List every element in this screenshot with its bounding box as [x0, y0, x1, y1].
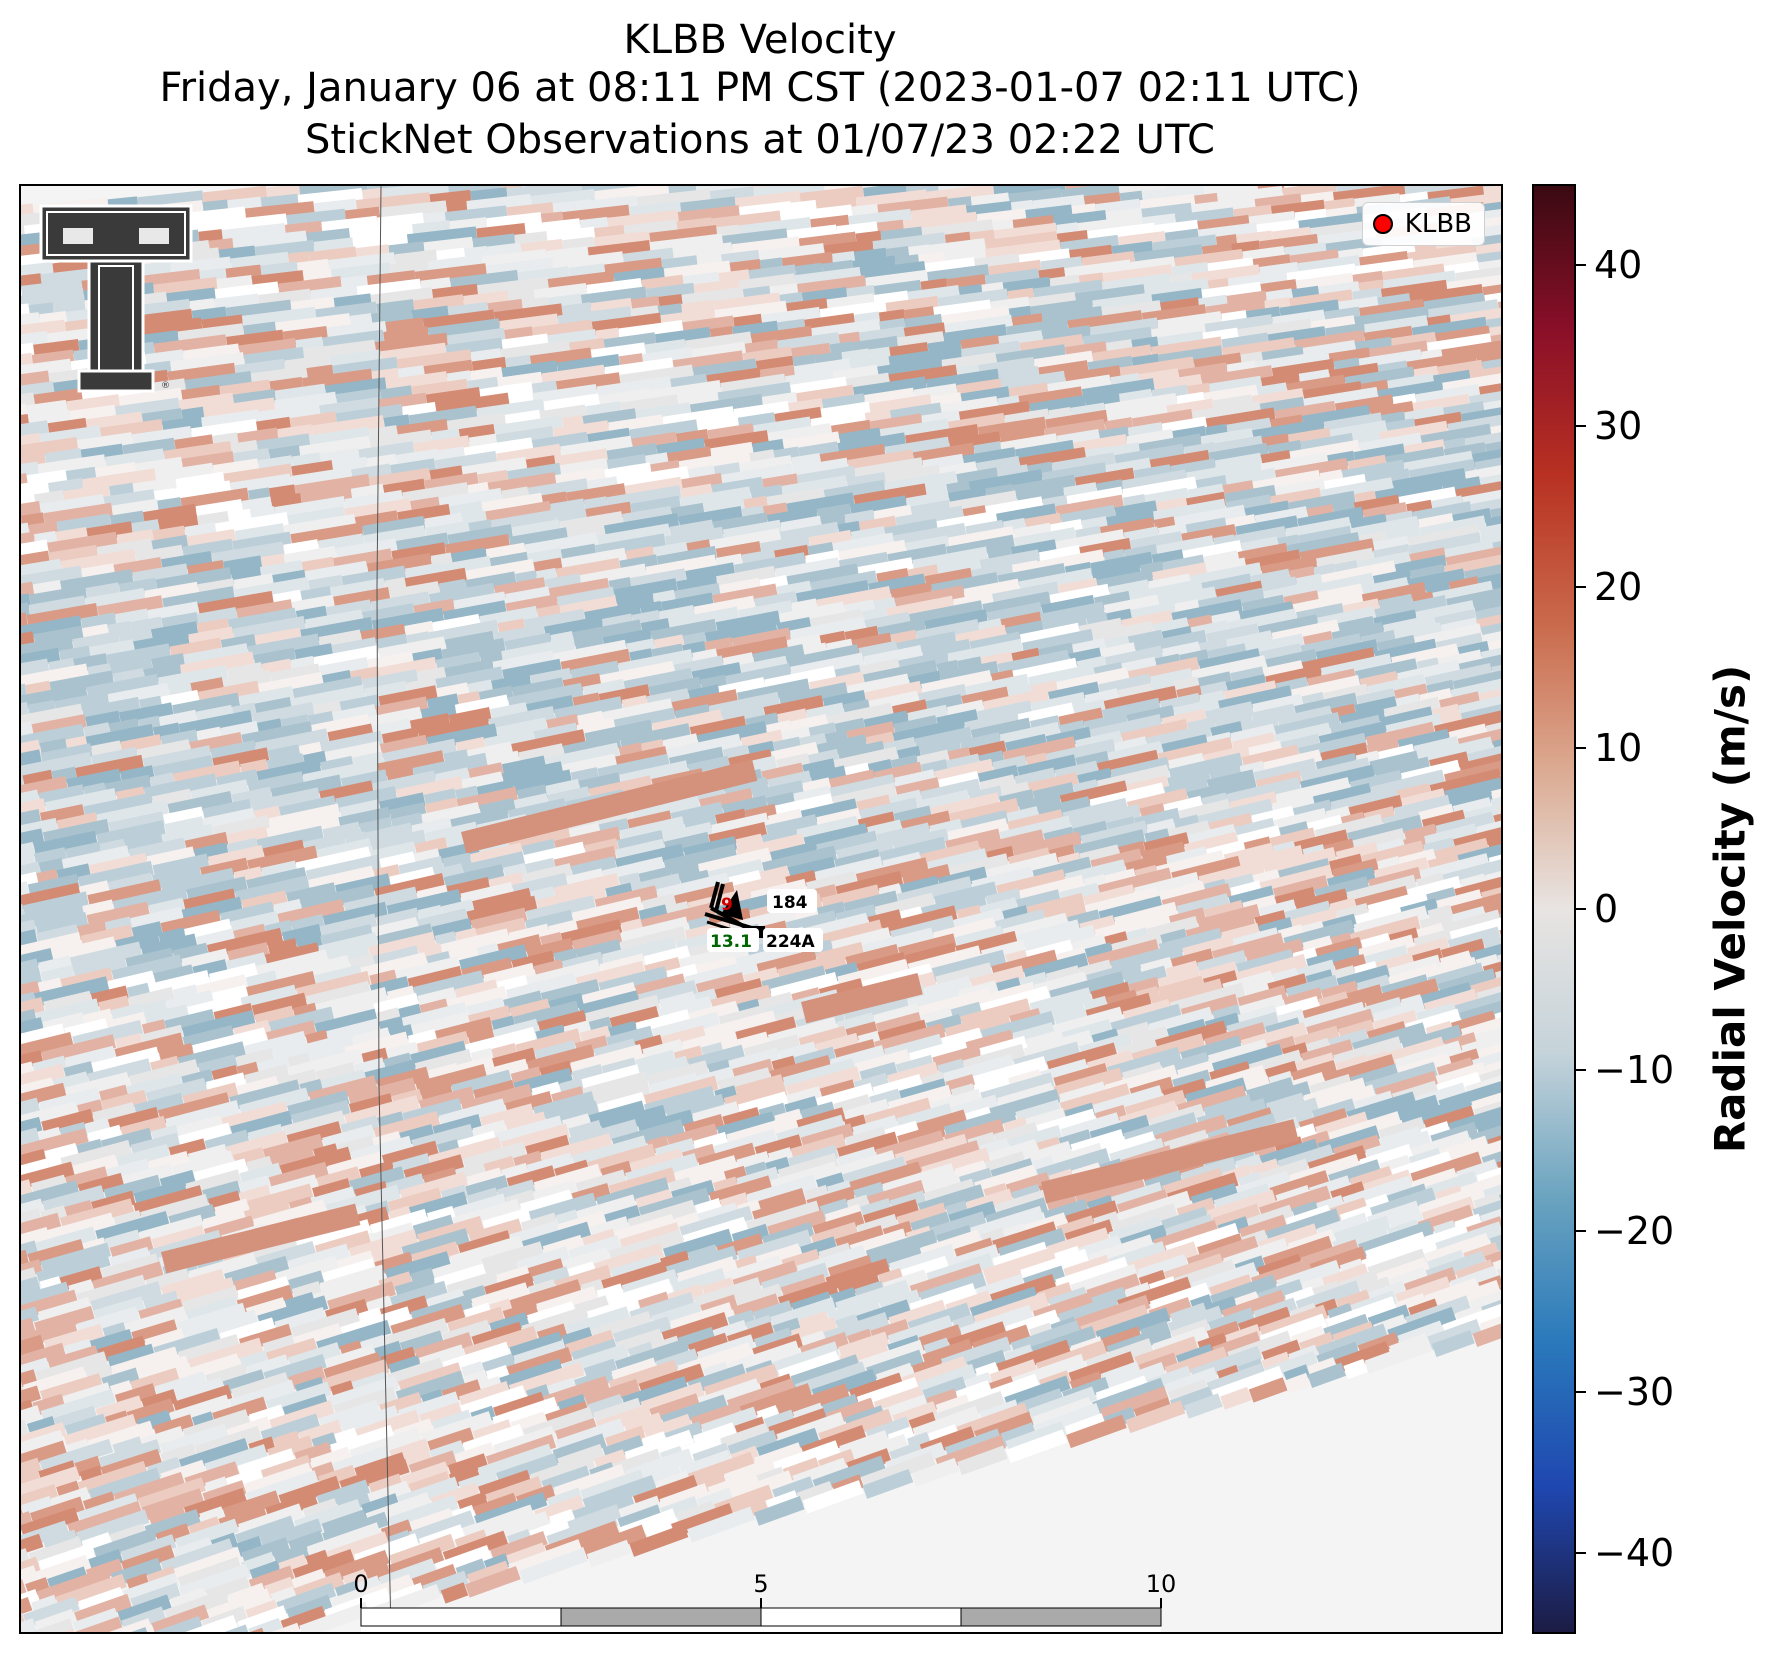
colorbar-tick-mark	[1576, 1230, 1586, 1233]
station-184-value: 9	[721, 895, 733, 915]
colorbar-tick-mark	[1576, 1391, 1586, 1394]
velocity-colorbar	[1532, 184, 1576, 1634]
stations-layer: 9 184 13.1 224A	[704, 881, 823, 952]
scale-label-0: 0	[353, 1570, 368, 1598]
map-subtitle-observations: StickNet Observations at 01/07/23 02:22 …	[305, 117, 1215, 163]
station-184-label: 184	[772, 893, 808, 913]
colorbar-tick-label: −30	[1594, 1370, 1675, 1415]
colorbar-tick-label: 30	[1594, 403, 1643, 448]
colorbar-tick-mark	[1576, 424, 1586, 427]
station-224a-wind-barb[interactable]: 13.1 224A	[704, 912, 823, 952]
colorbar-tick-label: 0	[1594, 887, 1619, 931]
station-184-wind-barb[interactable]: 9 184	[709, 881, 817, 930]
colorbar-tick-label: −10	[1594, 1048, 1675, 1093]
scale-label-5: 5	[753, 1570, 768, 1598]
klbb-radar-marker-icon	[1372, 214, 1393, 234]
colorbar-tick-label: −20	[1594, 1209, 1675, 1254]
colorbar-tick-label: 10	[1594, 725, 1643, 770]
colorbar-tick-label: 40	[1594, 242, 1643, 287]
map-legend: KLBB	[1361, 202, 1485, 246]
station-224a-label: 224A	[766, 932, 815, 952]
texas-tech-logo: ®	[39, 204, 193, 393]
colorbar-tick-mark	[1576, 263, 1586, 266]
map-subtitle-time: Friday, January 06 at 08:11 PM CST (2023…	[159, 65, 1361, 111]
map-title: KLBB Velocity	[623, 17, 897, 63]
colorbar-tick-mark	[1576, 908, 1586, 910]
scale-bar: 0 5 10 km	[353, 1570, 1176, 1632]
radar-velocity-field: ® 9 184 13.1 224A	[21, 186, 1501, 1632]
scale-label-10: 10	[1146, 1570, 1177, 1598]
colorbar-tick-mark	[1576, 746, 1586, 749]
colorbar-tick-mark	[1576, 585, 1586, 588]
station-224a-value: 13.1	[710, 932, 752, 952]
colorbar-title: Radial Velocity (m/s)	[1705, 664, 1755, 1154]
colorbar-tick-mark	[1576, 1552, 1586, 1555]
colorbar-tick-label: −40	[1594, 1531, 1675, 1576]
colorbar-tick-label: 20	[1594, 564, 1643, 609]
county-boundary-line	[376, 186, 392, 1632]
legend-label: KLBB	[1404, 209, 1472, 239]
radar-map[interactable]: ® 9 184 13.1 224A	[19, 184, 1503, 1634]
colorbar-tick-mark	[1576, 1069, 1586, 1072]
